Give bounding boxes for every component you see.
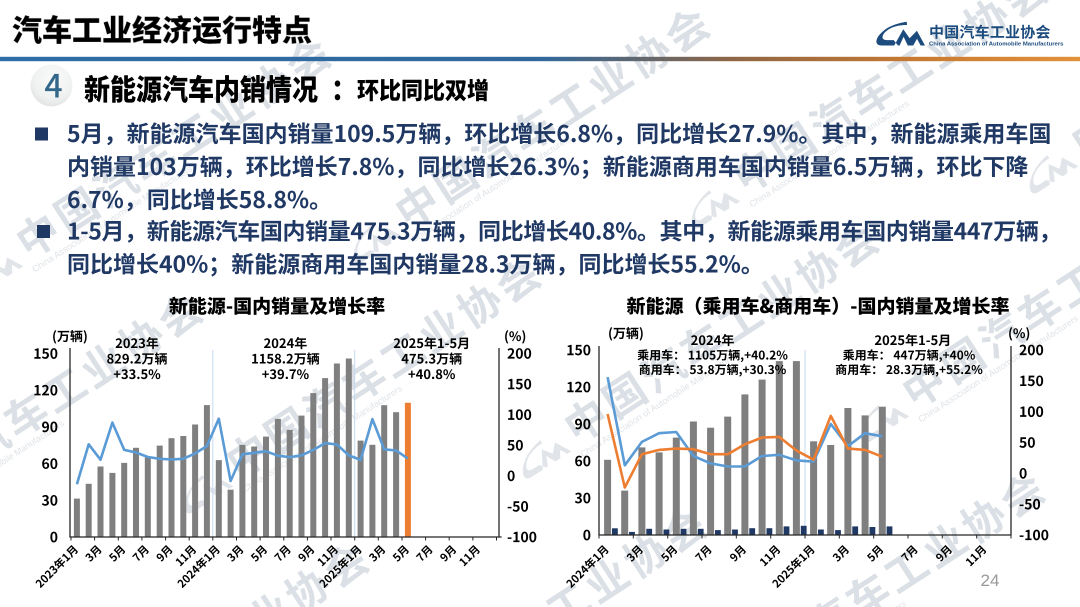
svg-text:China Association of Automobil: China Association of Automobile Manufact… xyxy=(929,42,1064,48)
svg-text:24: 24 xyxy=(981,571,1000,590)
